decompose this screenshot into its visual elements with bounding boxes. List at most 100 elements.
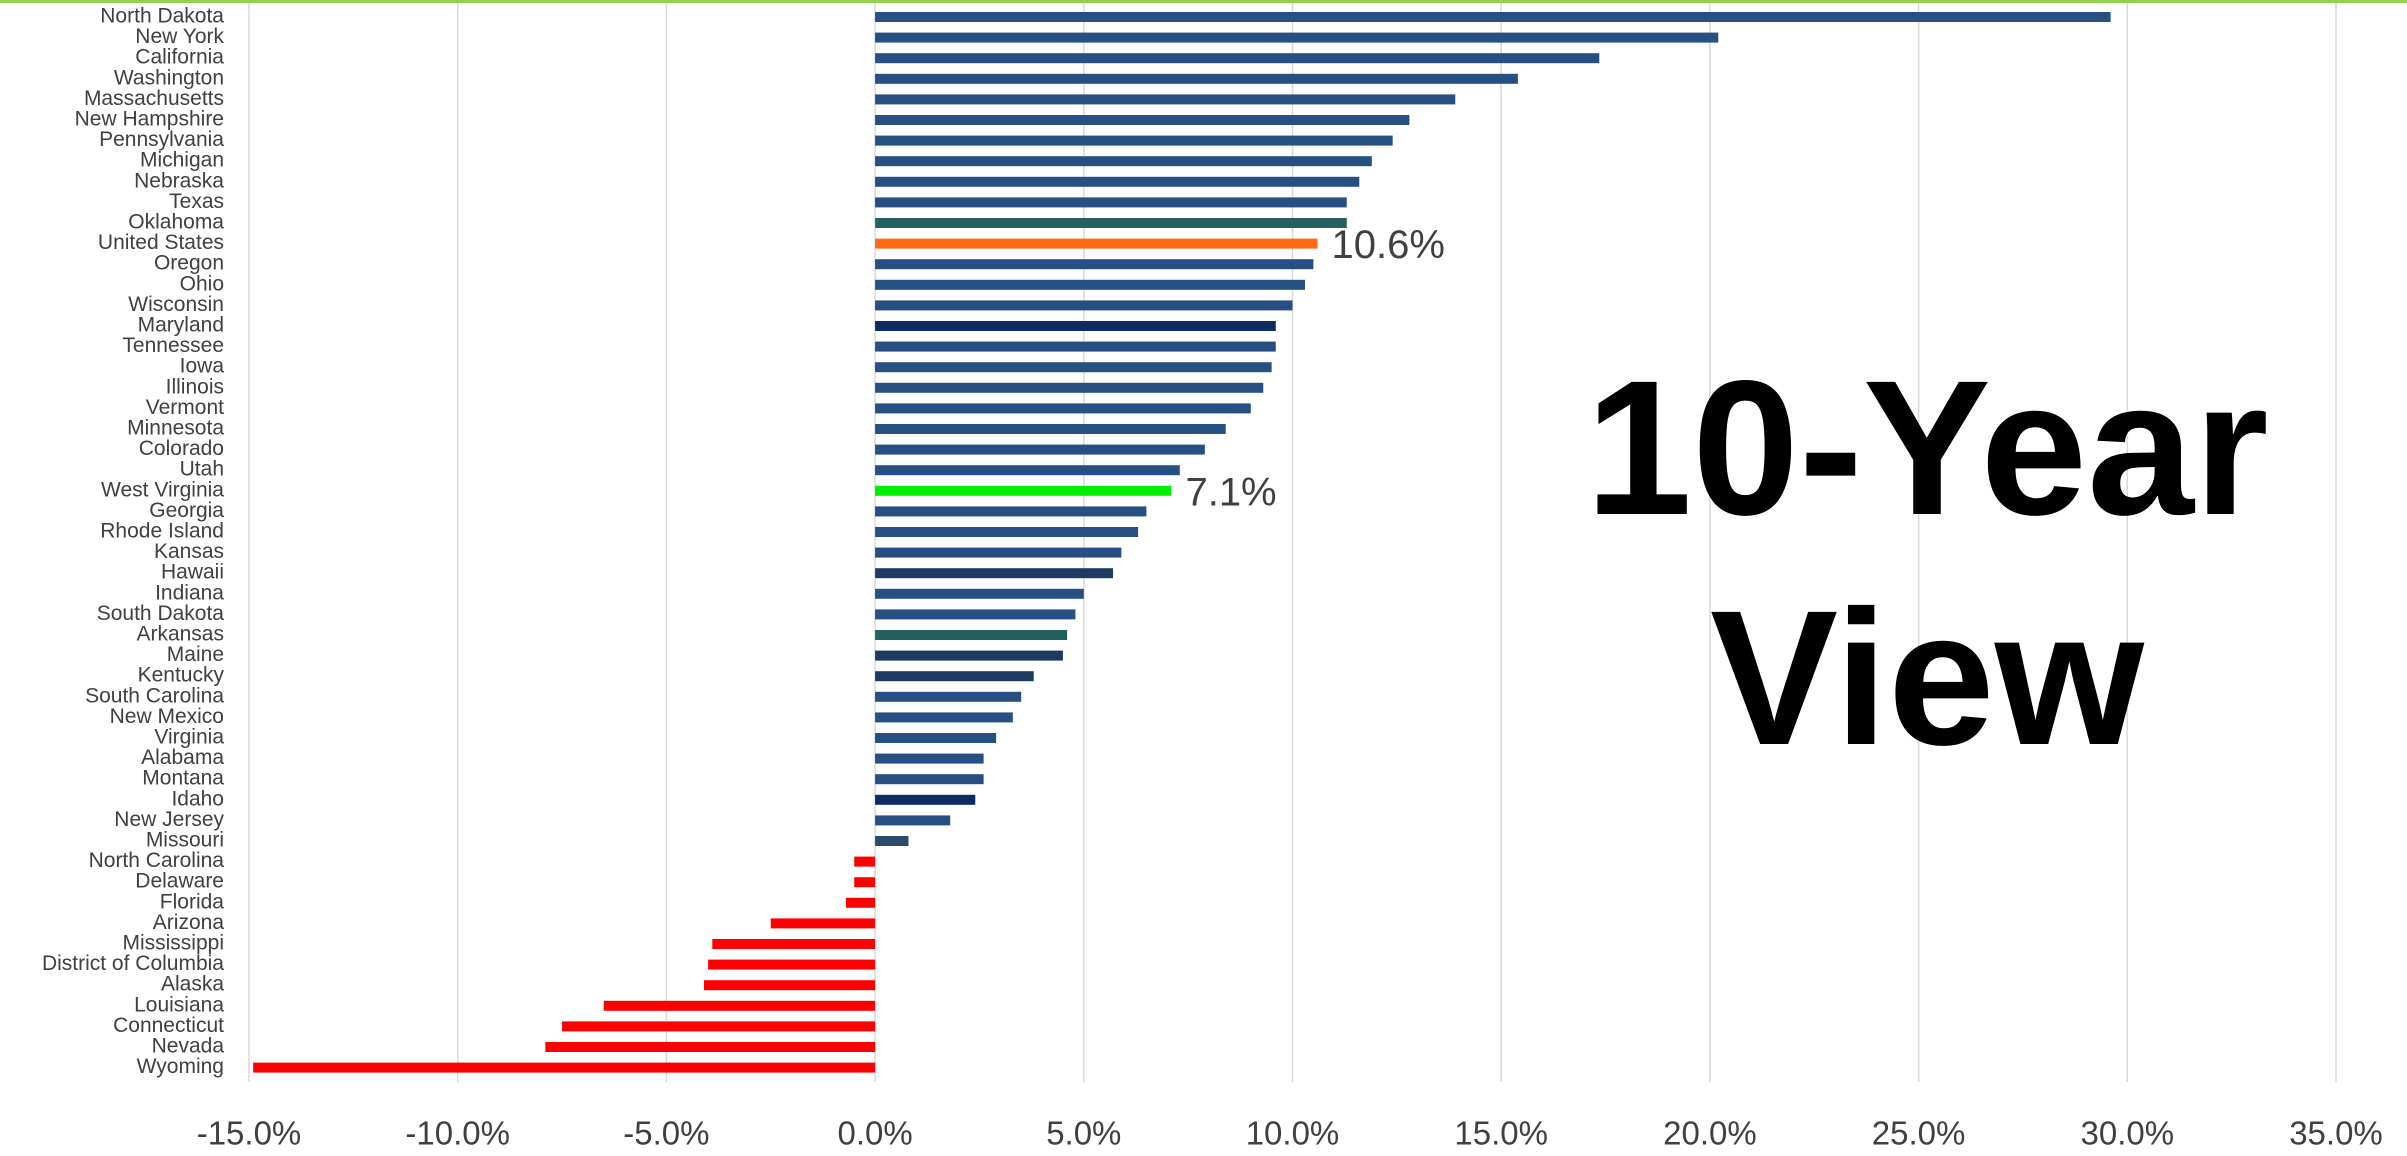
bar (875, 362, 1272, 373)
bar (875, 73, 1518, 84)
y-tick-label: Oklahoma (128, 211, 224, 234)
y-tick-label: Louisiana (134, 993, 224, 1016)
y-tick-label: Delaware (135, 870, 224, 893)
bar (875, 609, 1076, 620)
bar (875, 836, 909, 846)
bar (875, 32, 1719, 43)
bar (875, 527, 1139, 537)
y-tick-label: Alaska (161, 973, 224, 996)
y-tick-label: Nebraska (134, 169, 224, 192)
bar (545, 1042, 876, 1052)
bar (875, 115, 1410, 125)
y-tick-label: South Dakota (97, 602, 225, 625)
bar (875, 588, 1084, 599)
y-tick-label: Georgia (149, 499, 224, 522)
x-tick-label: 25.0% (1872, 1115, 1966, 1152)
y-tick-label: Massachusetts (84, 87, 224, 110)
bar (875, 506, 1147, 517)
y-tick-label: Iowa (180, 355, 225, 378)
bar (854, 877, 876, 888)
y-tick-label: Maine (167, 643, 224, 666)
y-tick-label: New Jersey (114, 808, 224, 831)
bar (875, 341, 1276, 352)
bar (875, 568, 1114, 579)
bar (875, 650, 1063, 661)
x-tick-label: 5.0% (1046, 1115, 1121, 1152)
bar (875, 94, 1456, 105)
bar (875, 691, 1022, 702)
bar (875, 465, 1180, 476)
bar (875, 815, 951, 826)
y-tick-label: Rhode Island (100, 520, 224, 543)
y-tick-label: Kentucky (138, 664, 225, 687)
data-label: 7.1% (1185, 470, 1276, 514)
bar (875, 403, 1251, 414)
bar (875, 135, 1393, 146)
bar (875, 733, 997, 743)
bar (875, 671, 1034, 682)
y-tick-label: Utah (180, 458, 224, 481)
bar (703, 980, 876, 991)
y-tick-label: Texas (169, 190, 224, 213)
x-tick-label: 0.0% (837, 1115, 912, 1152)
bar (253, 1062, 876, 1073)
y-tick-label: Illinois (166, 375, 224, 398)
bar (875, 300, 1293, 311)
y-tick-label: Montana (142, 767, 224, 790)
y-tick-label: Florida (160, 890, 225, 913)
y-tick-label: Mississippi (122, 932, 224, 955)
y-tick-label: New Mexico (110, 705, 224, 728)
bar (875, 753, 984, 764)
bar (562, 1021, 876, 1032)
y-tick-label: Washington (114, 66, 224, 89)
bar (603, 1000, 876, 1011)
bar (875, 794, 976, 805)
bar (875, 53, 1600, 64)
bar (875, 547, 1122, 558)
y-tick-label: Tennessee (122, 334, 224, 357)
bar (875, 218, 1347, 228)
y-tick-label: Alabama (141, 746, 224, 769)
y-tick-label: Wisconsin (128, 293, 224, 316)
y-tick-label: New Hampshire (75, 108, 224, 131)
x-tick-label: 10.0% (1246, 1115, 1340, 1152)
bar (875, 444, 1205, 455)
y-tick-label: Connecticut (113, 1014, 224, 1037)
y-tick-label: United States (98, 231, 224, 254)
x-tick-label: 15.0% (1454, 1115, 1548, 1152)
bar (875, 630, 1068, 640)
y-tick-label: Oregon (154, 252, 224, 275)
bar (875, 774, 984, 785)
y-tick-label: New York (135, 25, 224, 48)
y-tick-label: Maryland (138, 314, 224, 337)
chart: -15.0% -10.0% -5.0% 0.0% 5.0% 10.0% 15.0% 20.0%… (42, 3, 2383, 1152)
y-tick-label: Nevada (152, 1035, 225, 1058)
bar (712, 939, 876, 949)
y-tick-label: West Virginia (101, 478, 224, 501)
y-tick-label: District of Columbia (42, 952, 224, 975)
y-tick-label: Hawaii (161, 561, 224, 584)
y-tick-label: North Carolina (89, 849, 225, 872)
bar (875, 382, 1264, 393)
data-label: 10.6% (1332, 223, 1445, 267)
bar (875, 321, 1276, 331)
x-tick-label: -5.0% (623, 1115, 709, 1152)
y-tick-label: Minnesota (127, 417, 224, 440)
bar (770, 918, 876, 929)
bar (708, 959, 876, 970)
y-tick-label: Arkansas (136, 623, 224, 646)
bar (875, 259, 1314, 270)
bar (845, 897, 876, 908)
bar (875, 485, 1172, 496)
y-tick-label: Indiana (155, 581, 224, 604)
bar (854, 856, 876, 867)
bar (875, 156, 1372, 167)
bar (875, 424, 1226, 434)
y-tick-label: Arizona (153, 911, 225, 934)
x-tick-label: 30.0% (2081, 1115, 2175, 1152)
x-tick-label: 20.0% (1663, 1115, 1757, 1152)
y-tick-label: Ohio (180, 272, 224, 295)
annotation: 10-Year View (1585, 340, 2269, 785)
x-tick-label: 35.0% (2289, 1115, 2383, 1152)
